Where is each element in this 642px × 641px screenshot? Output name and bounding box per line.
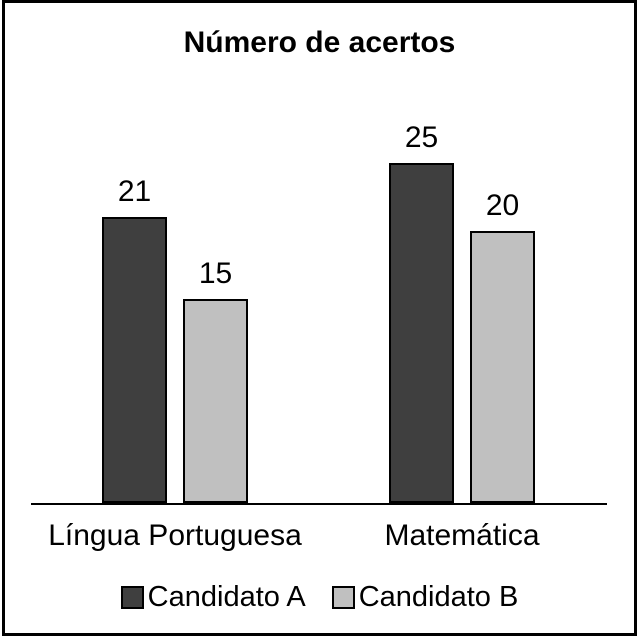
legend-item: Candidato B xyxy=(331,581,519,614)
bar-value-label: 20 xyxy=(485,189,520,222)
bar-series-1-group-1 xyxy=(470,231,535,503)
legend-item: Candidato A xyxy=(120,581,306,614)
bar-series-0-group-0 xyxy=(102,217,167,503)
plot-area: 21 15 25 20 xyxy=(31,3,607,503)
bar-series-0-group-1 xyxy=(389,163,454,503)
bar-value-label: 25 xyxy=(404,121,439,154)
x-axis-line xyxy=(31,503,607,505)
legend-label: Candidato A xyxy=(147,581,306,613)
category-axis-labels: Língua Portuguesa Matemática xyxy=(31,519,607,559)
bar-series-1-group-0 xyxy=(183,299,248,503)
chart-title: Número de acertos xyxy=(183,26,456,59)
legend-label: Candidato B xyxy=(358,581,519,613)
category-label: Matemática xyxy=(384,519,540,552)
legend-swatch-icon xyxy=(120,586,144,609)
legend-swatch-icon xyxy=(331,586,355,609)
bar-value-label: 15 xyxy=(198,257,233,290)
legend: Candidato A Candidato B xyxy=(5,581,634,614)
bar-value-label: 21 xyxy=(117,175,152,208)
category-label: Língua Portuguesa xyxy=(48,519,302,552)
